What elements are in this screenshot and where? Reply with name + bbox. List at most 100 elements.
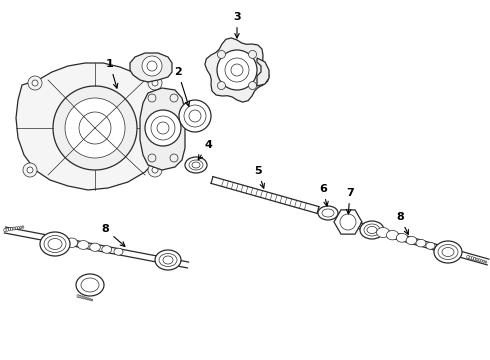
Circle shape <box>23 163 37 177</box>
Circle shape <box>142 56 162 76</box>
Ellipse shape <box>48 239 62 249</box>
Ellipse shape <box>163 256 173 264</box>
Circle shape <box>148 163 162 177</box>
Ellipse shape <box>76 274 104 296</box>
Ellipse shape <box>469 256 471 259</box>
Polygon shape <box>334 210 362 234</box>
Ellipse shape <box>485 261 487 263</box>
Ellipse shape <box>91 299 93 301</box>
Circle shape <box>65 98 125 158</box>
Ellipse shape <box>481 260 483 262</box>
Ellipse shape <box>15 227 17 230</box>
Ellipse shape <box>367 226 377 234</box>
Text: 5: 5 <box>254 166 265 188</box>
Polygon shape <box>140 88 185 170</box>
Circle shape <box>28 76 42 90</box>
Circle shape <box>145 110 181 146</box>
Ellipse shape <box>322 209 334 217</box>
Circle shape <box>218 50 225 58</box>
Ellipse shape <box>114 248 123 255</box>
Ellipse shape <box>18 226 20 229</box>
Ellipse shape <box>434 241 462 263</box>
Ellipse shape <box>4 228 6 232</box>
Ellipse shape <box>364 224 380 236</box>
Ellipse shape <box>192 162 200 168</box>
Text: 8: 8 <box>101 224 125 246</box>
Ellipse shape <box>155 250 181 270</box>
Ellipse shape <box>471 257 474 260</box>
Circle shape <box>152 80 158 86</box>
Text: 1: 1 <box>106 59 118 88</box>
Circle shape <box>218 82 225 90</box>
Ellipse shape <box>81 296 83 298</box>
Ellipse shape <box>387 230 399 240</box>
Polygon shape <box>257 58 269 86</box>
Ellipse shape <box>376 228 390 238</box>
Circle shape <box>217 50 257 90</box>
Circle shape <box>53 86 137 170</box>
Ellipse shape <box>474 257 476 260</box>
Circle shape <box>248 82 257 90</box>
Ellipse shape <box>13 227 15 230</box>
Ellipse shape <box>467 255 469 259</box>
Ellipse shape <box>426 242 435 249</box>
Ellipse shape <box>442 248 454 257</box>
Ellipse shape <box>53 235 67 246</box>
Circle shape <box>151 116 175 140</box>
Polygon shape <box>16 63 168 190</box>
Ellipse shape <box>77 240 89 249</box>
Circle shape <box>32 80 38 86</box>
Text: 7: 7 <box>346 188 354 214</box>
Ellipse shape <box>360 221 384 239</box>
Text: 6: 6 <box>319 184 328 206</box>
Ellipse shape <box>6 228 8 231</box>
Ellipse shape <box>66 238 78 247</box>
Ellipse shape <box>8 228 11 231</box>
Ellipse shape <box>476 258 478 261</box>
Ellipse shape <box>44 235 66 252</box>
Circle shape <box>179 100 211 132</box>
Circle shape <box>79 112 111 144</box>
Ellipse shape <box>478 259 480 261</box>
Ellipse shape <box>40 232 70 256</box>
Circle shape <box>340 214 356 230</box>
Ellipse shape <box>89 298 91 301</box>
Circle shape <box>148 94 156 102</box>
Ellipse shape <box>85 297 87 300</box>
Ellipse shape <box>20 226 22 229</box>
Ellipse shape <box>90 243 100 251</box>
Ellipse shape <box>159 253 177 266</box>
Circle shape <box>148 76 162 90</box>
Ellipse shape <box>416 239 426 247</box>
Ellipse shape <box>406 237 417 244</box>
Ellipse shape <box>83 296 85 299</box>
Circle shape <box>27 167 33 173</box>
Circle shape <box>231 64 243 76</box>
Circle shape <box>248 50 257 58</box>
Circle shape <box>170 94 178 102</box>
Ellipse shape <box>102 246 112 253</box>
Ellipse shape <box>483 260 485 262</box>
Text: 3: 3 <box>233 12 241 38</box>
Ellipse shape <box>87 298 89 300</box>
Text: 2: 2 <box>174 67 190 106</box>
Ellipse shape <box>22 226 24 228</box>
Ellipse shape <box>318 206 338 220</box>
Circle shape <box>148 154 156 162</box>
Circle shape <box>189 110 201 122</box>
Text: 4: 4 <box>198 140 212 159</box>
Circle shape <box>225 58 249 82</box>
Ellipse shape <box>189 160 203 170</box>
Circle shape <box>157 122 169 134</box>
Ellipse shape <box>438 244 458 260</box>
Ellipse shape <box>81 278 99 292</box>
Polygon shape <box>205 38 269 102</box>
Ellipse shape <box>11 227 13 230</box>
Circle shape <box>170 154 178 162</box>
Ellipse shape <box>79 295 81 298</box>
Ellipse shape <box>396 233 408 242</box>
Ellipse shape <box>185 157 207 173</box>
Text: 8: 8 <box>396 212 408 234</box>
Ellipse shape <box>77 294 79 297</box>
Circle shape <box>152 167 158 173</box>
